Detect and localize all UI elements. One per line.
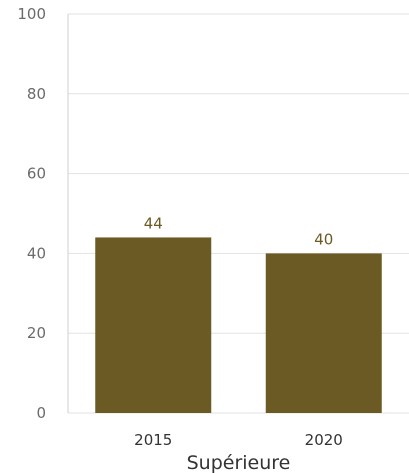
data-labels: 44 40	[144, 214, 334, 248]
y-tick-label: 100	[17, 5, 46, 23]
y-tick-label: 0	[36, 404, 46, 422]
bars	[95, 237, 382, 413]
group-label: Supérieure	[187, 452, 291, 473]
y-tick-label: 40	[27, 244, 46, 262]
bar-2015	[95, 237, 212, 413]
x-category-label-2020: 2020	[305, 431, 343, 449]
bar-2020	[265, 253, 382, 413]
y-axis-ticks: 0 20 40 60 80 100	[17, 5, 46, 422]
y-tick-label: 80	[27, 85, 46, 103]
data-label-2015: 44	[144, 214, 163, 232]
y-tick-label: 60	[27, 165, 46, 183]
data-label-2020: 40	[314, 230, 333, 248]
x-category-label-2015: 2015	[134, 431, 172, 449]
y-tick-label: 20	[27, 324, 46, 342]
x-axis-categories: 2015 2020	[134, 431, 343, 449]
